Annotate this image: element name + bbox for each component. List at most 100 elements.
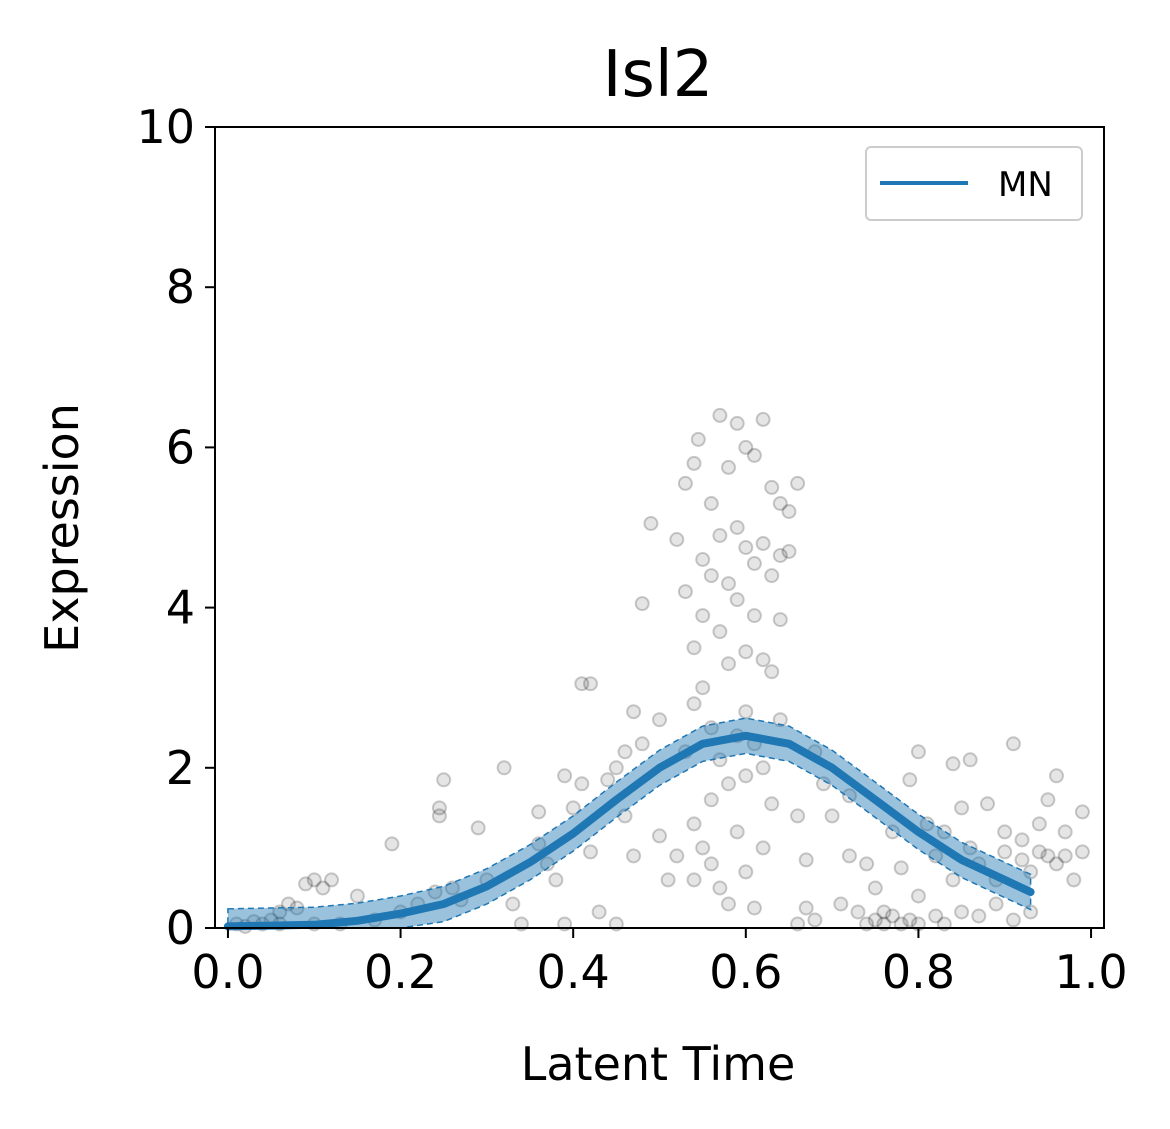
scatter-point <box>712 880 728 896</box>
scatter-point <box>729 415 745 431</box>
scatter-point <box>608 760 624 776</box>
scatter-point <box>574 776 590 792</box>
scatter-point <box>988 896 1004 912</box>
scatter-point <box>695 608 711 624</box>
scatter-point <box>1049 856 1064 872</box>
scatter-point <box>1049 768 1064 784</box>
scatter-point <box>470 820 486 836</box>
scatter-point <box>686 455 702 471</box>
scatter-point <box>531 804 547 820</box>
scatter-point <box>626 704 642 720</box>
scatter-point <box>980 796 995 812</box>
scatter-point <box>798 900 814 916</box>
scatter-point <box>902 772 918 788</box>
scatter-point <box>764 664 780 680</box>
scatter-point <box>557 768 573 784</box>
scatter-point <box>686 696 702 712</box>
scatter-point <box>772 548 788 563</box>
scatter-point <box>298 876 314 892</box>
y-axis: 0 2 4 6 8 10 <box>136 100 215 955</box>
scatter-point <box>945 756 961 772</box>
x-axis: 0.0 0.2 0.4 0.6 0.8 1.0 <box>191 928 1128 999</box>
scatter-point <box>755 760 771 776</box>
scatter-point <box>703 568 719 584</box>
y-axis-label: Expression <box>35 403 89 653</box>
scatter-point <box>677 584 693 600</box>
scatter-point <box>729 520 745 535</box>
x-tick-label: 0.8 <box>882 945 955 999</box>
y-tick-label: 0 <box>166 901 195 955</box>
scatter-point <box>643 516 659 531</box>
scatter-point <box>1074 844 1090 860</box>
scatter-point <box>755 840 771 856</box>
scatter-point <box>634 596 650 612</box>
legend-box <box>865 146 1083 221</box>
scatter-point <box>962 752 978 768</box>
scatter-point <box>306 872 322 888</box>
scatter-point <box>910 888 926 904</box>
scatter-point <box>945 872 961 888</box>
scatter-point <box>600 772 616 788</box>
scatter-point <box>677 475 693 491</box>
scatter-point <box>729 824 745 840</box>
scatter-point <box>703 792 719 808</box>
y-tick-label: 10 <box>136 100 195 154</box>
scatter-point <box>652 712 667 728</box>
x-tick-label: 0.4 <box>537 945 610 999</box>
scatter-point <box>738 864 754 880</box>
scatter-point <box>738 540 754 555</box>
scatter-point <box>324 872 339 888</box>
scatter-point <box>772 496 788 511</box>
scatter-point <box>583 676 598 692</box>
scatter-point <box>790 475 806 491</box>
scatter-point <box>841 848 857 864</box>
scatter-point <box>928 908 944 924</box>
scatter-point <box>686 872 702 888</box>
x-axis-label: Latent Time <box>521 1037 796 1091</box>
scatter-point <box>496 760 512 776</box>
scatter-point <box>574 676 590 692</box>
scatter-point <box>1005 736 1021 752</box>
scatter-point <box>1057 848 1073 864</box>
scatter-point <box>807 912 823 928</box>
scatter-point <box>690 431 706 447</box>
scatter-point <box>652 828 667 844</box>
scatter-point <box>971 908 987 924</box>
scatter-point <box>893 860 909 876</box>
scatter-point <box>1031 844 1047 860</box>
scatter-point <box>772 612 788 628</box>
scatter-point <box>431 800 447 816</box>
scatter-point <box>902 912 918 928</box>
scatter-point <box>738 704 754 720</box>
scatter-point <box>349 888 365 904</box>
scatter-point <box>712 624 728 640</box>
scatter-point <box>272 904 288 920</box>
scatter-point <box>798 852 814 868</box>
scatter-point <box>721 459 736 475</box>
scatter-point <box>764 568 780 584</box>
scatter-point <box>772 712 788 728</box>
scatter-point <box>695 680 711 696</box>
scatter-point <box>816 776 831 792</box>
scatter-point <box>695 552 711 567</box>
scatter-point <box>755 652 771 668</box>
plot-frame <box>214 126 1105 929</box>
scatter-point <box>738 644 754 660</box>
scatter-point <box>384 836 400 852</box>
scatter-point <box>669 532 685 547</box>
scatter-point <box>634 736 650 752</box>
x-tick-label: 0.2 <box>364 945 437 999</box>
scatter-point <box>626 848 642 864</box>
scatter-point <box>505 896 521 912</box>
scatter-point <box>746 900 762 916</box>
scatter-point <box>746 556 762 571</box>
scatter-point <box>548 872 564 888</box>
plot-area <box>223 407 1090 934</box>
scatter-point <box>729 592 745 608</box>
scatter-point <box>617 744 633 760</box>
scatter-point <box>1040 848 1056 864</box>
scatter-point <box>1023 864 1039 880</box>
chart-title: Isl2 <box>603 38 714 112</box>
